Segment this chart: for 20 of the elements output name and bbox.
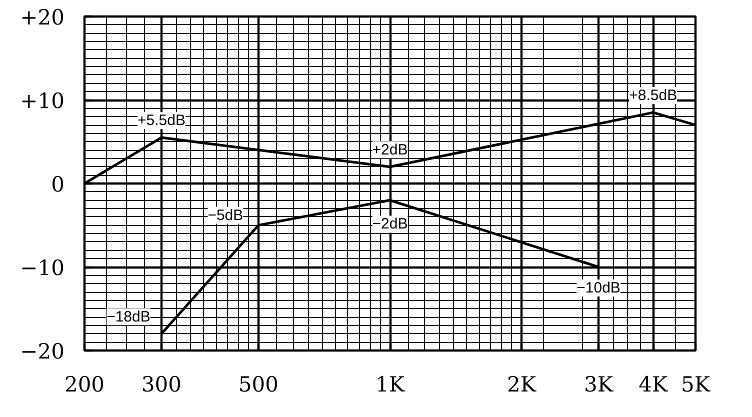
y-tick-label: 0 [51, 172, 65, 196]
x-tick-label: 200 [64, 372, 105, 396]
data-label: −2dB [372, 216, 408, 233]
y-tick-label: +20 [20, 6, 65, 30]
x-tick-label: 500 [238, 372, 278, 396]
x-tick-label: 5K [680, 372, 710, 396]
y-tick-label: −20 [20, 340, 65, 364]
data-label: +2dB [372, 141, 408, 158]
data-label: +8.5dB [629, 87, 678, 104]
data-label: −5dB [208, 206, 244, 224]
data-label: −10dB [576, 280, 620, 296]
x-tick-label: 1K [375, 372, 405, 396]
data-label: +5.5dB [137, 112, 186, 130]
data-label: −18dB [106, 308, 150, 326]
x-tick-label: 300 [141, 372, 182, 396]
x-tick-label: 3K [584, 372, 614, 396]
y-tick-label: +10 [20, 89, 65, 113]
x-tick-label: 4K [638, 372, 668, 396]
x-tick-label: 2K [507, 372, 536, 396]
y-tick-label: −10 [20, 256, 65, 280]
